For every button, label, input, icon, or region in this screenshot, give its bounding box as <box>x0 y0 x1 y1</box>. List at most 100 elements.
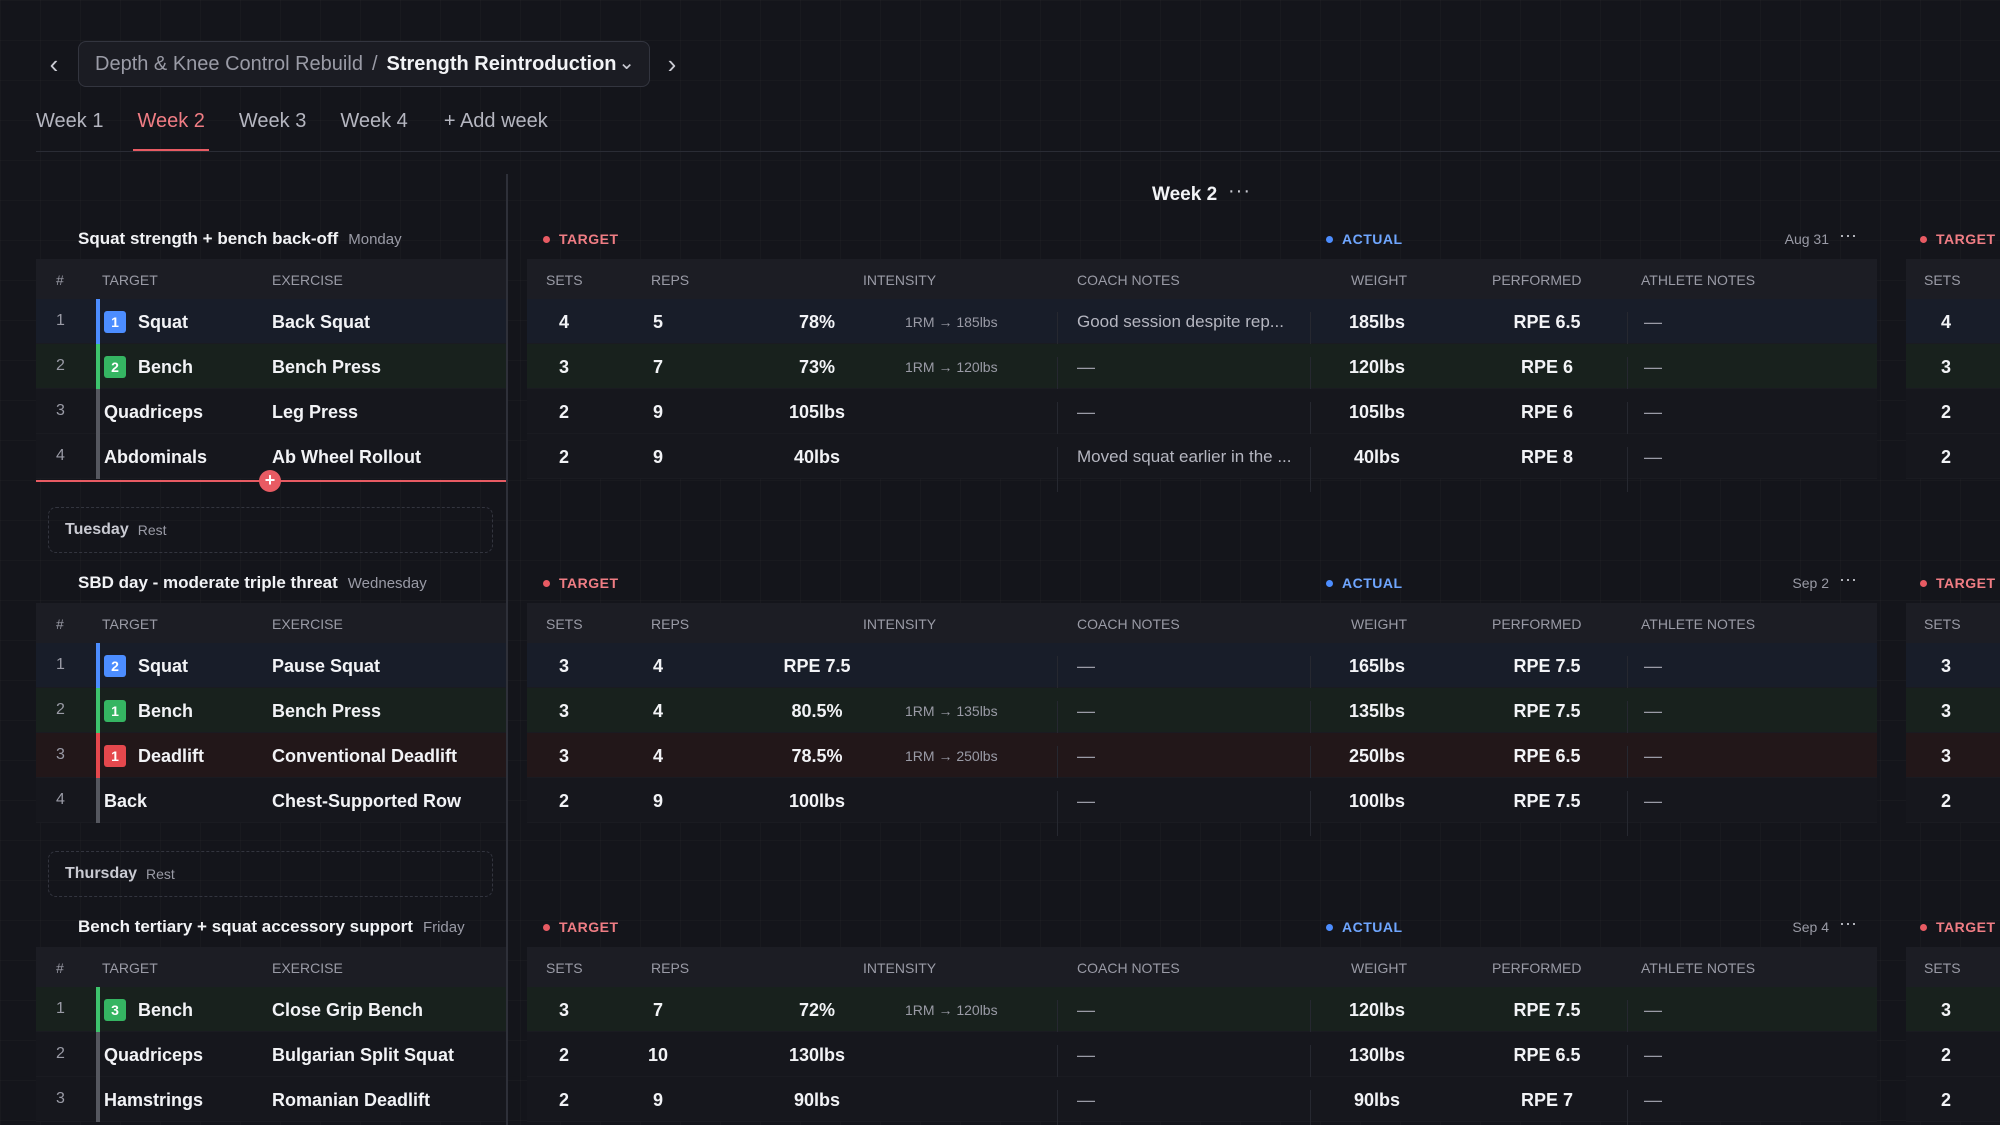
intensity-value[interactable]: 80.5% <box>791 701 843 721</box>
target-muscle[interactable]: Hamstrings <box>104 1090 204 1110</box>
exercise-name[interactable]: Romanian Deadlift <box>272 1090 431 1110</box>
reps-value[interactable]: 7 <box>652 1000 663 1020</box>
reps-value[interactable]: 5 <box>652 312 663 332</box>
session-title[interactable]: SBD day - moderate triple threat Wednesda… <box>78 573 427 593</box>
actual-weight[interactable]: 250lbs <box>1348 746 1406 766</box>
next-week-row[interactable]: 3 <box>1906 688 2000 733</box>
next-week-sets[interactable]: 2 <box>1940 1090 1951 1110</box>
next-week-row[interactable]: 2 <box>1906 778 2000 823</box>
target-muscle[interactable]: Deadlift <box>138 746 205 766</box>
tab-week-2[interactable]: Week 2 <box>133 104 210 152</box>
target-muscle[interactable]: Squat <box>138 312 189 332</box>
session-title[interactable]: Bench tertiary + squat accessory support… <box>78 917 465 937</box>
sets-value[interactable]: 2 <box>558 1090 569 1110</box>
actual-weight[interactable]: 120lbs <box>1348 1000 1406 1020</box>
next-week-row[interactable]: 2 <box>1906 434 2000 479</box>
prescription-row[interactable]: 4 5 78% 1RM → 185lbs Good session despite re… <box>527 299 1877 357</box>
sets-value[interactable]: 2 <box>558 447 569 467</box>
reps-value[interactable]: 9 <box>652 447 663 467</box>
target-muscle[interactable]: Quadriceps <box>104 402 204 422</box>
session-menu-icon[interactable]: ··· <box>1839 569 1857 589</box>
athlete-notes[interactable]: — <box>1644 656 1662 676</box>
athlete-notes[interactable]: — <box>1644 1000 1662 1020</box>
actual-weight[interactable]: 105lbs <box>1348 402 1406 422</box>
intensity-value[interactable]: RPE 7.5 <box>783 656 851 676</box>
prescription-row[interactable]: 3 4 80.5% 1RM → 135lbs — 135lbs RPE 7.5 — <box>527 688 1877 746</box>
prescription-row[interactable]: 2 9 90lbs — 90lbs RPE 7 — <box>527 1077 1877 1125</box>
sets-value[interactable]: 3 <box>558 701 569 721</box>
prescription-row[interactable]: 3 4 RPE 7.5 — 165lbs RPE 7.5 — <box>527 643 1877 701</box>
rest-day-thursday[interactable]: Thursday Rest <box>48 851 493 897</box>
week-menu-icon[interactable]: ··· <box>1228 180 1251 202</box>
exercise-row[interactable]: 2 Quadriceps Bulgarian Split Squat <box>36 1032 506 1077</box>
reps-value[interactable]: 4 <box>652 746 663 766</box>
exercise-row[interactable]: 4 Back Chest-Supported Row <box>36 778 506 823</box>
actual-weight[interactable]: 130lbs <box>1348 1045 1406 1065</box>
target-muscle[interactable]: Bench <box>138 701 194 721</box>
add-week-button[interactable]: + Add week <box>443 110 548 132</box>
next-week-row[interactable]: 3 <box>1906 987 2000 1032</box>
session-menu-icon[interactable]: ··· <box>1839 225 1857 245</box>
performed-rpe[interactable]: RPE 8 <box>1520 447 1574 467</box>
target-muscle[interactable]: Quadriceps <box>104 1045 204 1065</box>
next-week-sets[interactable]: 2 <box>1940 402 1951 422</box>
next-week-row[interactable]: 3 <box>1906 643 2000 688</box>
breadcrumb[interactable]: Depth & Knee Control Rebuild / Strength … <box>78 41 650 87</box>
chevron-down-icon[interactable]: ⌄ <box>618 52 635 74</box>
add-exercise-button[interactable]: + <box>259 470 281 492</box>
actual-weight[interactable]: 165lbs <box>1348 656 1406 676</box>
athlete-notes[interactable]: — <box>1644 746 1662 766</box>
prescription-row[interactable]: 3 7 73% 1RM → 120lbs — 120lbs RPE 6 — <box>527 344 1877 402</box>
athlete-notes[interactable]: — <box>1644 402 1662 422</box>
coach-notes[interactable]: — <box>1077 1090 1095 1110</box>
performed-rpe[interactable]: RPE 6.5 <box>1513 1045 1581 1065</box>
reps-value[interactable]: 4 <box>652 701 663 721</box>
sets-value[interactable]: 2 <box>558 791 569 811</box>
sets-value[interactable]: 3 <box>558 357 569 377</box>
tab-week-3[interactable]: Week 3 <box>238 110 307 132</box>
sets-value[interactable]: 3 <box>558 656 569 676</box>
prescription-row[interactable]: 3 4 78.5% 1RM → 250lbs — 250lbs RPE 6.5 — <box>527 733 1877 791</box>
intensity-value[interactable]: 73% <box>798 357 836 377</box>
target-muscle[interactable]: Bench <box>138 1000 194 1020</box>
athlete-notes[interactable]: — <box>1644 791 1662 811</box>
coach-notes[interactable]: Moved squat earlier in the ... <box>1077 447 1292 466</box>
intensity-value[interactable]: 72% <box>798 1000 836 1020</box>
intensity-value[interactable]: 105lbs <box>788 402 846 422</box>
performed-rpe[interactable]: RPE 7.5 <box>1513 791 1581 811</box>
exercise-name[interactable]: Close Grip Bench <box>272 1000 424 1020</box>
sets-value[interactable]: 4 <box>558 312 569 332</box>
reps-value[interactable]: 4 <box>652 656 663 676</box>
performed-rpe[interactable]: RPE 6 <box>1520 402 1574 422</box>
exercise-name[interactable]: Chest-Supported Row <box>272 791 461 811</box>
actual-weight[interactable]: 40lbs <box>1353 447 1401 467</box>
reps-value[interactable]: 7 <box>652 357 663 377</box>
coach-notes[interactable]: — <box>1077 402 1095 422</box>
performed-rpe[interactable]: RPE 6.5 <box>1513 746 1581 766</box>
target-muscle[interactable]: Bench <box>138 357 194 377</box>
coach-notes[interactable]: — <box>1077 1045 1095 1065</box>
performed-rpe[interactable]: RPE 7.5 <box>1513 1000 1581 1020</box>
exercise-name[interactable]: Pause Squat <box>272 656 381 676</box>
next-week-row[interactable]: 3 <box>1906 344 2000 389</box>
prev-arrow-icon[interactable]: ‹ <box>49 49 59 79</box>
next-week-sets[interactable]: 3 <box>1940 357 1951 377</box>
sets-value[interactable]: 3 <box>558 746 569 766</box>
exercise-name[interactable]: Back Squat <box>272 312 371 332</box>
next-week-sets[interactable]: 3 <box>1940 701 1951 721</box>
next-week-row[interactable]: 2 <box>1906 389 2000 434</box>
reps-value[interactable]: 9 <box>652 1090 663 1110</box>
athlete-notes[interactable]: — <box>1644 312 1662 332</box>
intensity-value[interactable]: 78.5% <box>791 746 843 766</box>
intensity-value[interactable]: 78% <box>798 312 836 332</box>
intensity-value[interactable]: 40lbs <box>793 447 841 467</box>
session-menu-icon[interactable]: ··· <box>1839 913 1857 933</box>
exercise-row[interactable]: 1 2 Squat Pause Squat <box>36 643 506 688</box>
next-arrow-icon[interactable]: › <box>667 49 677 79</box>
actual-weight[interactable]: 185lbs <box>1348 312 1406 332</box>
reps-value[interactable]: 9 <box>652 791 663 811</box>
session-title[interactable]: Squat strength + bench back-off Monday <box>78 229 402 249</box>
actual-weight[interactable]: 120lbs <box>1348 357 1406 377</box>
breadcrumb-program[interactable]: Depth & Knee Control Rebuild <box>95 52 363 75</box>
exercise-row[interactable]: 2 1 Bench Bench Press <box>36 688 506 733</box>
